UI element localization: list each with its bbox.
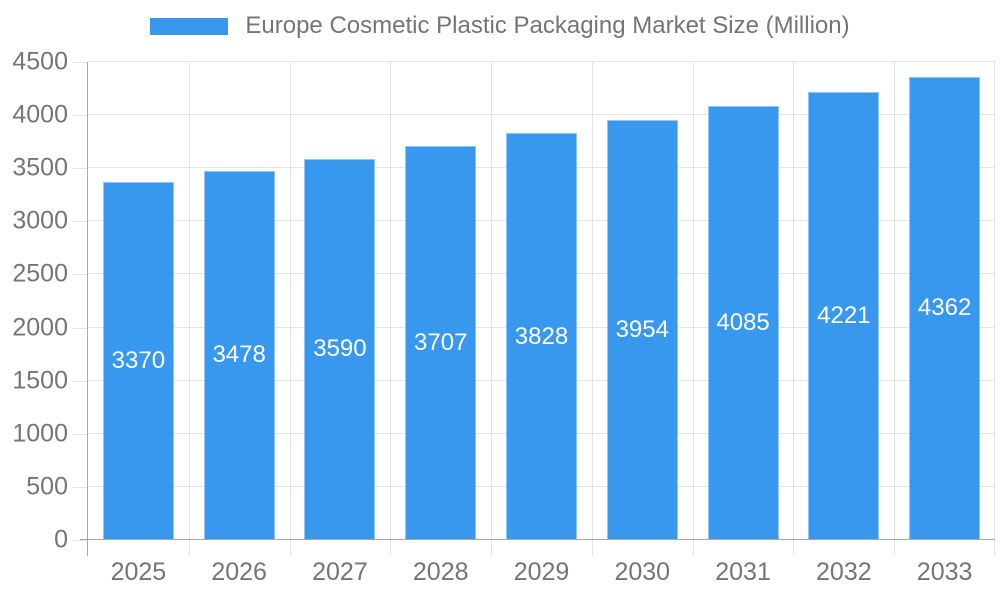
bar-value-label: 4221 — [817, 301, 871, 329]
x-axis-tick — [188, 540, 190, 556]
bar: 4362 — [909, 76, 981, 540]
x-axis-tick — [692, 540, 694, 556]
bar: 3828 — [506, 133, 577, 540]
bar-value-label: 3707 — [414, 329, 468, 357]
x-axis-tick — [491, 540, 493, 556]
x-tick-label: 2032 — [816, 558, 872, 586]
bar: 3954 — [606, 120, 678, 540]
y-tick-label: 4500 — [12, 47, 68, 76]
x-tick-label: 2030 — [614, 558, 671, 586]
legend-swatch-icon — [150, 17, 229, 35]
y-axis-tick — [72, 115, 88, 117]
x-axis-tick — [894, 540, 896, 556]
gridline-vertical — [894, 62, 896, 540]
x-tick-label: 2025 — [110, 558, 167, 586]
gridline-vertical — [591, 62, 593, 540]
bar-value-label: 3478 — [212, 341, 266, 369]
y-axis-tick — [72, 433, 88, 435]
y-axis: 0 500 1000 1500 2000 2500 3000 3500 4000 4500 — [0, 0, 88, 600]
y-axis-tick — [72, 62, 88, 63]
x-tick-label: 2029 — [513, 558, 570, 586]
y-tick-label: 1500 — [12, 366, 68, 395]
bar-value-label: 3370 — [111, 347, 166, 375]
x-axis-tick — [390, 540, 392, 556]
y-tick-label: 4000 — [12, 100, 68, 129]
gridline-horizontal — [88, 61, 995, 62]
gridline-vertical — [793, 62, 795, 540]
y-axis-tick — [72, 540, 88, 541]
y-axis-tick — [72, 327, 88, 329]
gridline-horizontal — [88, 114, 995, 116]
bar-value-label: 4085 — [716, 309, 770, 337]
gridline-vertical — [491, 62, 493, 540]
gridline-vertical — [289, 62, 291, 540]
y-axis-tick — [72, 274, 88, 276]
x-tick-label: 2027 — [312, 558, 368, 586]
y-axis-tick — [72, 221, 88, 223]
y-tick-label: 3500 — [12, 153, 68, 182]
y-axis-tick — [72, 380, 88, 382]
legend[interactable]: Europe Cosmetic Plastic Packaging Market… — [0, 13, 1000, 39]
gridline-vertical — [390, 62, 392, 540]
gridline-vertical — [188, 62, 190, 540]
y-axis-tick — [72, 168, 88, 170]
bar-value-label: 3828 — [514, 322, 569, 350]
bar-value-label: 3590 — [313, 335, 367, 363]
x-tick-label: 2031 — [715, 558, 771, 586]
bar: 3370 — [102, 182, 174, 540]
bar: 4085 — [707, 106, 779, 540]
bar: 3478 — [203, 170, 275, 540]
x-tick-label: 2028 — [412, 558, 469, 586]
gridline-vertical — [994, 62, 995, 540]
x-axis: 2025 2026 2027 2028 2029 2030 2031 2032 2033 — [88, 559, 995, 591]
y-axis-line — [87, 62, 88, 556]
y-tick-label: 0 — [54, 525, 68, 554]
bar: 3707 — [405, 146, 477, 540]
x-axis-tick — [793, 540, 795, 556]
y-tick-label: 1000 — [12, 419, 68, 448]
y-tick-label: 3000 — [12, 206, 68, 235]
plot-area: 3370 3478 3590 3707 3828 3954 4085 4221 4362 — [80, 61, 995, 556]
x-axis-line — [80, 539, 995, 540]
x-tick-label: 2033 — [916, 558, 973, 586]
bar: 4221 — [808, 91, 880, 540]
y-tick-label: 2500 — [12, 259, 68, 288]
y-tick-label: 2000 — [12, 313, 68, 342]
y-tick-label: 500 — [26, 472, 68, 501]
bar: 3590 — [304, 158, 376, 540]
bar-value-label: 4362 — [917, 294, 972, 322]
x-axis-tick — [591, 540, 593, 556]
bar-value-label: 3954 — [615, 316, 669, 343]
x-axis-tick — [289, 540, 291, 556]
legend-label: Europe Cosmetic Plastic Packaging Market… — [245, 12, 850, 39]
x-axis-tick — [994, 540, 995, 556]
gridline-vertical — [692, 62, 694, 540]
x-tick-label: 2026 — [211, 558, 267, 586]
y-axis-tick — [72, 486, 88, 488]
